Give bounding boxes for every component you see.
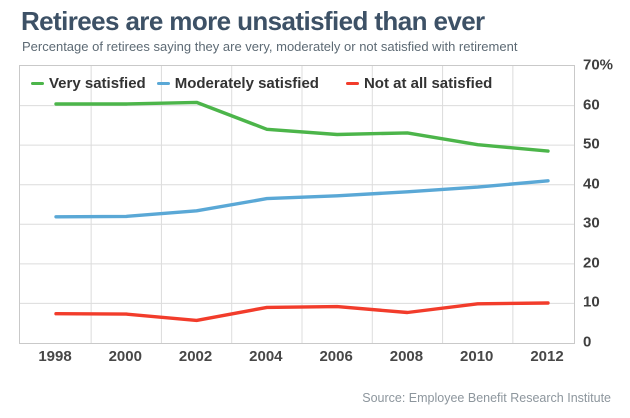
x-axis-label: 2002 <box>178 348 213 365</box>
y-axis-label: 0 <box>583 333 592 351</box>
series-line-not-at-all-satisfied <box>54 301 550 323</box>
series-line-moderately-satisfied <box>54 179 550 219</box>
x-axis-label: 2006 <box>319 348 353 365</box>
legend-label: Moderately satisfied <box>174 75 319 92</box>
source-attribution: Source: Employee Benefit Research Instit… <box>362 391 611 405</box>
legend-label: Very satisfied <box>49 75 146 92</box>
series-line-very-satisfied <box>54 100 550 153</box>
y-axis-label: 30 <box>583 214 600 232</box>
page-subtitle: Percentage of retirees saying they are v… <box>22 39 518 54</box>
y-axis-label: 40 <box>583 175 600 193</box>
y-axis-label: 10 <box>583 293 600 311</box>
very-satisfied-dash-icon <box>31 81 44 86</box>
x-axis-label: 2004 <box>249 348 283 365</box>
chart-legend: Very satisfied Moderately satisfied Not … <box>31 75 503 92</box>
x-axis-label: 2012 <box>530 348 564 365</box>
y-axis-label: 70% <box>583 56 614 74</box>
y-axis-label: 60 <box>583 96 600 114</box>
not-at-all-satisfied-dash-icon <box>345 81 359 86</box>
x-axis-label: 2010 <box>460 348 494 365</box>
line-chart <box>20 66 574 343</box>
moderately-satisfied-dash-icon <box>156 81 170 86</box>
legend-item-not-at-all-satisfied: Not at all satisfied <box>345 75 493 92</box>
x-axis-label: 2008 <box>389 348 424 365</box>
page-title: Retirees are more unsatisfied than ever <box>21 6 485 36</box>
legend-item-moderately-satisfied: Moderately satisfied <box>156 75 319 92</box>
y-axis-label: 50 <box>583 135 600 153</box>
plot-area: Very satisfied Moderately satisfied Not … <box>19 65 575 344</box>
legend-item-very-satisfied: Very satisfied <box>31 75 146 92</box>
y-axis-label: 20 <box>583 254 600 272</box>
x-axis-label: 1998 <box>38 348 72 365</box>
x-axis-label: 2000 <box>108 348 142 365</box>
legend-label: Not at all satisfied <box>363 75 493 92</box>
